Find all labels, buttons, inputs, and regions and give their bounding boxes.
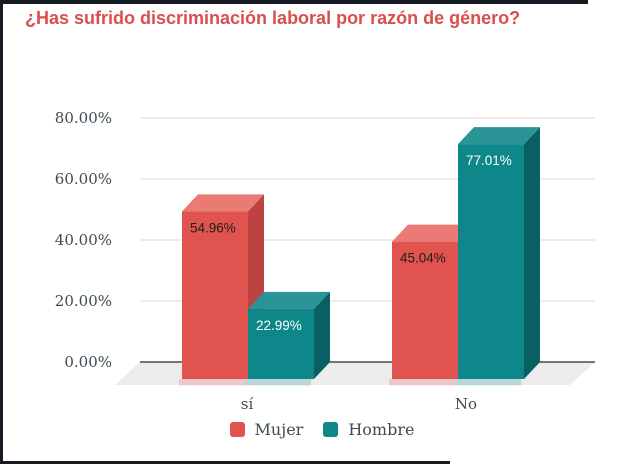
bar-top-mujer-no: [392, 224, 474, 242]
bar-mujer-sí: [182, 211, 248, 379]
bar-top-mujer-sí: [182, 194, 264, 212]
frame-border-top: [0, 0, 588, 4]
y-tick-label-40: 40.00%: [55, 231, 112, 249]
y-tick-label-60: 60.00%: [55, 170, 112, 188]
frame-border-bottom: [0, 461, 450, 464]
bar-value-label-mujer-no: 45.04%: [400, 251, 446, 266]
chart-legend: Mujer Hombre: [0, 420, 644, 439]
bar-reflection: [245, 379, 311, 386]
bar-value-label-hombre-sí: 22.99%: [256, 318, 302, 333]
bar-reflection: [179, 379, 245, 386]
legend-label-mujer: Mujer: [254, 420, 304, 439]
y-tick-label-0: 0.00%: [64, 353, 112, 371]
legend-item-mujer: Mujer: [229, 420, 304, 439]
frame-border-left: [0, 0, 3, 464]
bar-value-label-mujer-sí: 54.96%: [190, 220, 236, 235]
bar-reflection: [389, 379, 455, 386]
bar-side-hombre-sí: [314, 291, 330, 379]
legend-swatch-hombre: [323, 422, 339, 437]
y-tick-label-80: 80.00%: [55, 109, 112, 127]
bar-value-label-hombre-no: 77.01%: [466, 153, 512, 168]
legend-label-hombre: Hombre: [348, 420, 415, 439]
bar-top-hombre-sí: [248, 291, 330, 309]
bar-hombre-sí: [248, 308, 314, 379]
bar-hombre-no: [458, 144, 524, 379]
y-tick-label-20: 20.00%: [55, 292, 112, 310]
chart-title: ¿Has sufrido discriminación laboral por …: [25, 8, 521, 28]
legend-item-hombre: Hombre: [323, 420, 414, 439]
bar-top-hombre-no: [458, 127, 540, 145]
x-category-label-no: No: [455, 395, 477, 413]
bar-side-hombre-no: [524, 127, 540, 379]
bar-reflection: [455, 379, 521, 386]
legend-swatch-mujer: [229, 422, 245, 437]
bar-mujer-no: [392, 241, 458, 379]
x-category-label-sí: sí: [241, 395, 254, 413]
